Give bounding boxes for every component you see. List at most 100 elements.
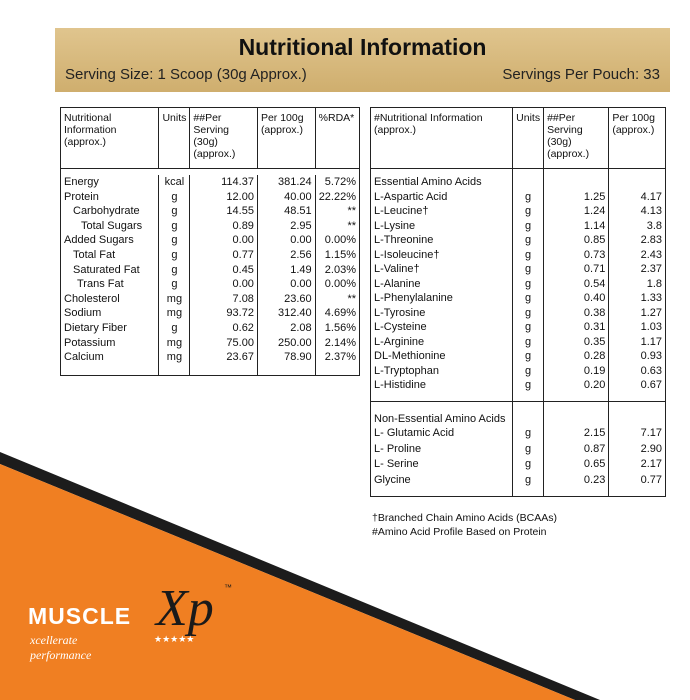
section-row: Essential Amino Acids (371, 168, 666, 190)
nutrient: L-Isoleucine† (374, 248, 440, 261)
cell (608, 488, 666, 497)
cell: g (512, 262, 544, 277)
row: L-Cysteine g 0.31 1.03 (371, 320, 666, 335)
cell: 0.00 (256, 277, 316, 292)
row: L-Lysine g 1.14 3.8 (371, 218, 666, 233)
cell: 1.56% (314, 320, 360, 336)
header-row: Nutritional Information (approx.) Units ##… (60, 107, 360, 169)
cell: 0.31 (543, 320, 609, 335)
title: Nutritional Information (238, 34, 487, 60)
nutrient: L-Arginine (374, 335, 425, 348)
cell: 2.15 (543, 426, 609, 442)
cell: 0.63 (608, 363, 666, 378)
nutrient: Potassium (64, 336, 116, 349)
header-band: Nutritional Information Serving Size: 1 … (55, 28, 670, 92)
cell: ** (314, 291, 360, 307)
row: L- Glutamic Acid g 2.15 7.17 (371, 426, 666, 442)
serving-size: Serving Size: 1 Scoop (30g Approx.) (65, 66, 307, 83)
cell: 2.90 (608, 441, 666, 457)
cell: g (158, 204, 190, 219)
cell: 3.8 (608, 218, 666, 233)
nutrient: Trans Fat (77, 278, 124, 291)
cell: g (512, 305, 544, 320)
cell: 2.56 (256, 247, 316, 263)
trademark: ™ (224, 583, 232, 592)
brand-mark: Xp (156, 580, 214, 637)
row: Energy kcal 114.37 381.24 5.72% (61, 175, 360, 190)
cell (512, 392, 544, 401)
cell: 22.22% (314, 189, 360, 205)
cell: 2.14% (314, 335, 360, 351)
cell: 1.17 (608, 334, 666, 349)
cell: 12.00 (189, 189, 258, 205)
footnotes: †Branched Chain Amino Acids (BCAAs) #Amin… (372, 511, 557, 539)
cell: 23.67 (189, 350, 258, 376)
cell: 40.00 (256, 189, 316, 205)
cell: 4.69% (314, 306, 360, 321)
cell: 0.28 (543, 349, 609, 364)
cell: 0.71 (543, 262, 609, 277)
column-header: Units (158, 107, 190, 169)
cell: 4.13 (608, 204, 666, 219)
cell: 48.51 (256, 204, 316, 219)
row: Sodium mg 93.72 312.40 4.69% (61, 306, 360, 321)
cell: 0.40 (543, 291, 609, 306)
row: L-Aspartic Acid g 1.25 4.17 (371, 189, 666, 204)
cell: 93.72 (189, 306, 258, 321)
cell: g (512, 233, 544, 248)
column-header: Per 100g (approx.) (256, 107, 316, 169)
row: L- Serine g 0.65 2.17 (371, 457, 666, 473)
tagline: xcellerate performance (30, 633, 92, 662)
cell (512, 168, 544, 190)
cell: g (158, 233, 190, 248)
section-title: Essential Amino Acids (374, 176, 482, 188)
cell: 0.00% (314, 277, 360, 292)
cell: g (512, 189, 544, 204)
row: L-Isoleucine† g 0.73 2.43 (371, 247, 666, 262)
cell (543, 168, 609, 190)
cell: g (512, 204, 544, 219)
column-header: %RDA* (314, 107, 360, 169)
cell (371, 393, 513, 402)
row: Protein g 12.00 40.00 22.22% (61, 189, 360, 205)
cell: 0.54 (543, 276, 609, 291)
row: Calcium mg 23.67 78.90 2.37% (61, 350, 360, 376)
nutrient: DL-Methionine (374, 350, 446, 362)
cell: 1.03 (608, 320, 666, 335)
orange-panel (0, 464, 575, 700)
cell: 2.37 (608, 262, 666, 277)
row: Dietary Fiber g 0.62 2.08 1.56% (61, 320, 360, 336)
row: Saturated Fat g 0.45 1.49 2.03% (61, 262, 360, 278)
nutrient: L-Tryptophan (374, 364, 440, 377)
cell (543, 400, 609, 426)
nutrient: Dietary Fiber (64, 321, 127, 334)
cell: g (512, 363, 544, 378)
row: L-Phenylalanine g 0.40 1.33 (371, 291, 666, 306)
nutrient: Total Sugars (81, 219, 143, 232)
cell: 0.67 (608, 378, 666, 393)
left-table: Nutritional Information (approx.) Units ##… (60, 107, 360, 376)
cell: 0.73 (543, 247, 609, 262)
cell: 0.93 (608, 349, 666, 364)
nutrient: L- Serine (374, 458, 419, 470)
cell: 0.00 (256, 233, 316, 248)
cell: 0.87 (543, 441, 609, 457)
column-header: Nutritional Information (approx.) (60, 107, 159, 169)
nutrient: Protein (64, 190, 99, 203)
cell: g (512, 441, 544, 457)
cell: g (158, 320, 190, 336)
stars: ★★★★★ (154, 634, 195, 644)
row: Cholesterol mg 7.08 23.60 ** (61, 291, 360, 307)
cell: g (512, 426, 544, 442)
cell (543, 488, 609, 497)
cell: kcal (158, 175, 190, 190)
nutrient: L-Valine† (374, 263, 420, 275)
cell (608, 392, 666, 401)
cell: 381.24 (256, 175, 316, 190)
cell: g (158, 218, 190, 234)
nutrient: L-Lysine (374, 219, 416, 232)
cell: 0.85 (543, 233, 609, 248)
cell (512, 400, 544, 426)
nutrient: Glycine (374, 473, 411, 486)
black-stripe (0, 452, 600, 700)
